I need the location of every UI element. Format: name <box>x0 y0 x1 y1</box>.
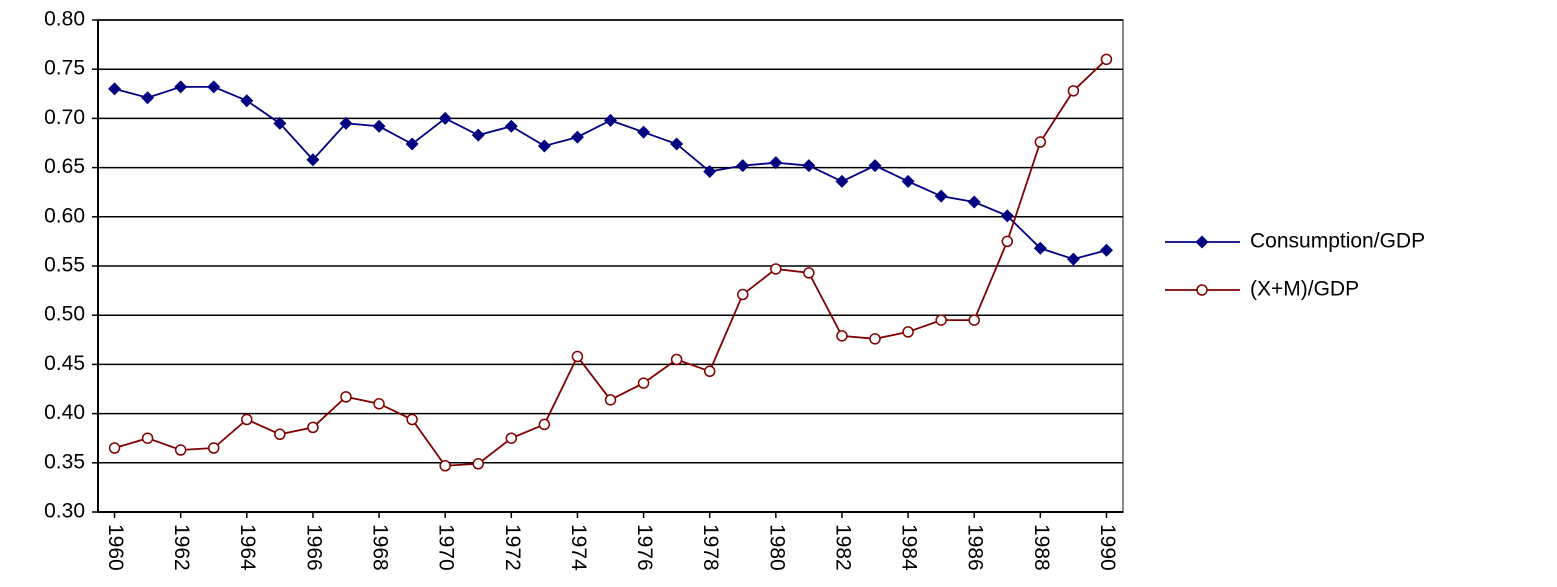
marker <box>1033 241 1047 255</box>
legend-marker <box>1195 235 1209 249</box>
y-tick-label: 0.70 <box>44 106 85 129</box>
x-tick-label: 1968 <box>369 524 392 571</box>
marker <box>770 263 782 275</box>
marker <box>504 119 518 133</box>
marker <box>835 174 849 188</box>
marker <box>967 195 981 209</box>
marker <box>537 139 551 153</box>
x-tick-label: 1974 <box>567 524 590 571</box>
marker <box>869 333 881 345</box>
marker <box>934 189 948 203</box>
marker <box>472 458 484 470</box>
marker <box>570 130 584 144</box>
marker <box>571 350 584 363</box>
marker <box>306 153 320 167</box>
marker <box>241 413 253 426</box>
marker <box>802 159 816 173</box>
y-tick-label: 0.55 <box>44 254 85 277</box>
series-line <box>114 86 1107 261</box>
marker <box>769 156 783 170</box>
x-tick-label: 1966 <box>302 524 325 571</box>
marker <box>604 394 617 406</box>
marker <box>339 116 353 130</box>
x-tick-label: 1962 <box>170 524 193 571</box>
marker <box>902 326 914 338</box>
y-tick-label: 0.75 <box>44 57 85 80</box>
marker <box>307 421 319 434</box>
y-tick-label: 0.40 <box>44 401 85 424</box>
marker <box>108 442 121 454</box>
marker <box>803 267 815 279</box>
x-tick-label: 1976 <box>633 524 656 571</box>
marker <box>471 128 485 142</box>
marker <box>901 174 915 188</box>
x-tick-label: 1984 <box>898 524 921 571</box>
x-tick-label: 1982 <box>831 524 854 571</box>
legend-label: (X+M)/GDP <box>1250 278 1359 301</box>
marker <box>538 418 551 431</box>
marker <box>1000 209 1014 223</box>
marker <box>736 159 750 173</box>
marker <box>637 125 651 139</box>
marker <box>935 314 947 326</box>
x-tick-label: 1990 <box>1096 524 1119 571</box>
marker <box>405 137 419 151</box>
y-tick-label: 0.50 <box>44 303 85 326</box>
marker <box>968 314 980 326</box>
marker <box>108 82 122 96</box>
x-tick-label: 1970 <box>435 524 458 571</box>
marker <box>670 353 683 366</box>
x-tick-label: 1960 <box>104 524 127 571</box>
marker <box>737 288 749 301</box>
marker <box>1034 136 1047 148</box>
marker <box>836 330 848 342</box>
x-tick-label: 1988 <box>1030 524 1053 571</box>
marker <box>637 377 650 389</box>
marker <box>1001 235 1014 248</box>
x-tick-label: 1964 <box>236 524 259 571</box>
marker <box>174 444 187 456</box>
marker <box>1067 85 1080 97</box>
marker <box>141 91 155 105</box>
marker <box>604 113 617 127</box>
marker <box>207 442 220 454</box>
marker <box>141 432 154 444</box>
y-tick-label: 0.60 <box>44 204 85 227</box>
marker <box>1100 53 1113 66</box>
marker <box>274 428 286 441</box>
marker <box>273 116 287 130</box>
x-tick-label: 1972 <box>501 524 524 571</box>
marker <box>372 119 386 133</box>
y-tick-label: 0.45 <box>44 352 85 375</box>
y-tick-label: 0.65 <box>44 155 85 178</box>
legend-marker <box>1196 284 1208 296</box>
marker <box>505 432 518 444</box>
marker <box>1099 243 1113 257</box>
legend-label: Consumption/GDP <box>1250 230 1425 253</box>
y-tick-label: 0.30 <box>44 500 85 523</box>
marker <box>868 159 882 173</box>
x-tick-label: 1986 <box>964 524 987 571</box>
marker <box>670 137 684 151</box>
y-tick-label: 0.80 <box>44 8 85 31</box>
marker <box>340 391 352 403</box>
marker <box>207 80 221 94</box>
marker <box>406 413 418 426</box>
x-tick-label: 1980 <box>765 524 788 571</box>
x-tick-label: 1978 <box>699 524 722 571</box>
marker <box>240 94 254 108</box>
marker <box>439 460 451 472</box>
marker <box>373 398 385 410</box>
marker <box>174 80 188 94</box>
marker <box>438 111 452 125</box>
marker <box>1066 252 1080 266</box>
y-tick-label: 0.35 <box>44 450 85 473</box>
marker <box>703 365 716 378</box>
marker <box>703 165 717 179</box>
